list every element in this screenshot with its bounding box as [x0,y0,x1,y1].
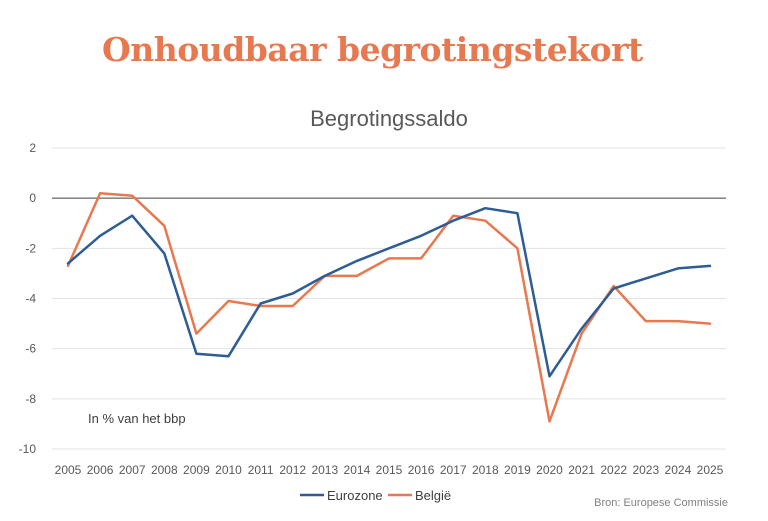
x-axis-ticks: 2005 2006 2007 2008 2009 2010 2011 2012 2013 2014… [55,463,724,477]
x-tick-label: 2025 [697,463,724,477]
y-axis-ticks: 2 0 -2 -4 -6 -8 -10 [19,141,37,456]
x-tick-label: 2010 [215,463,242,477]
y-tick-label: -10 [19,442,37,456]
series-line-belgie [66,191,712,423]
legend: Eurozone België [300,488,451,503]
x-tick-label: 2021 [568,463,595,477]
x-tick-label: 2016 [408,463,435,477]
series-lines [66,191,712,423]
x-tick-label: 2015 [376,463,403,477]
x-tick-label: 2005 [55,463,82,477]
unit-annotation: In % van het bbp [88,411,186,426]
y-tick-label: -6 [25,342,36,356]
x-tick-label: 2023 [632,463,659,477]
x-tick-label: 2013 [311,463,338,477]
headline: Onhoudbaar begrotingstekort [102,30,643,69]
y-tick-label: 2 [29,141,36,155]
y-tick-label: -4 [25,292,36,306]
chart-title: Begrotingssaldo [310,106,468,131]
series-line-eurozone [66,206,712,378]
legend-label-eurozone: Eurozone [327,488,383,503]
x-tick-label: 2017 [440,463,467,477]
source-note: Bron: Europese Commissie [594,497,728,509]
x-tick-label: 2008 [151,463,178,477]
x-tick-label: 2019 [504,463,531,477]
y-tick-label: -2 [25,241,36,255]
x-tick-label: 2012 [279,463,306,477]
x-tick-label: 2007 [119,463,146,477]
x-tick-label: 2011 [248,463,274,477]
x-tick-label: 2022 [600,463,627,477]
x-tick-label: 2009 [183,463,210,477]
x-tick-label: 2018 [472,463,499,477]
x-tick-label: 2024 [665,463,692,477]
legend-label-belgie: België [415,488,451,503]
x-tick-label: 2020 [536,463,563,477]
x-tick-label: 2014 [344,463,371,477]
y-tick-label: 0 [29,191,36,205]
x-tick-label: 2006 [87,463,114,477]
y-tick-label: -8 [25,392,36,406]
